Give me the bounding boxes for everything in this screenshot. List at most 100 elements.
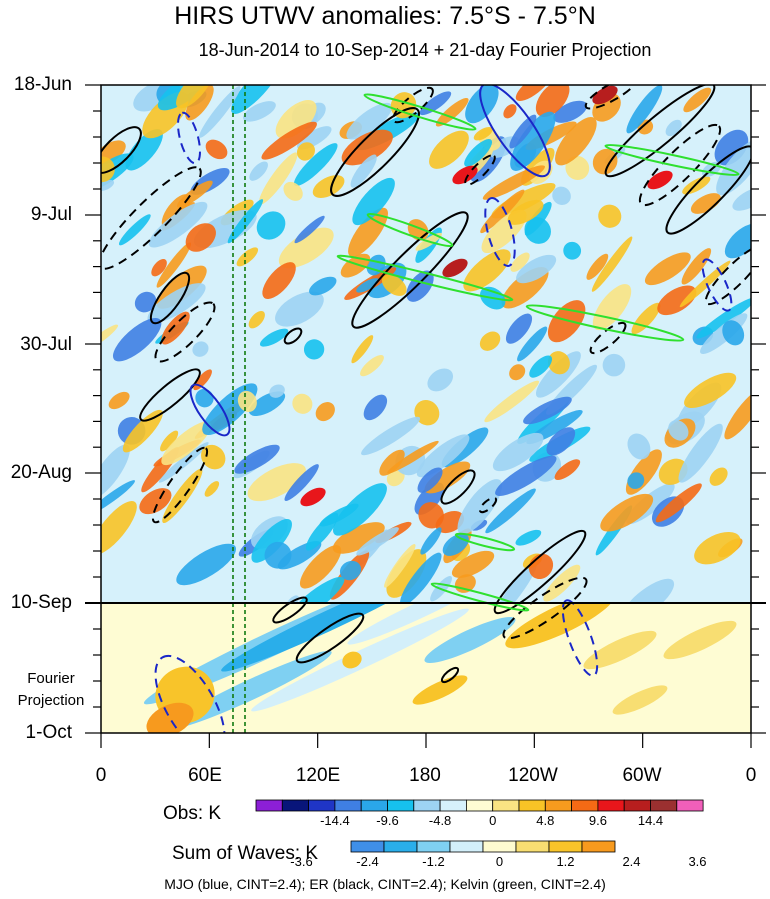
obs-colorbar-swatch bbox=[439, 799, 467, 812]
anomaly-patch bbox=[108, 391, 130, 410]
anomaly-patch bbox=[275, 100, 317, 139]
sum-colorbar-swatch bbox=[416, 840, 451, 853]
y-tick-label: 1-Oct bbox=[25, 722, 72, 743]
er-contour bbox=[272, 596, 308, 624]
sum-colorbar-swatch bbox=[515, 840, 550, 853]
projection-patch bbox=[347, 603, 493, 645]
obs-colorbar-swatch bbox=[308, 799, 336, 812]
anomaly-patch bbox=[312, 175, 345, 198]
anomaly-patch bbox=[626, 85, 663, 134]
sum-colorbar-swatch bbox=[383, 840, 418, 853]
obs-colorbar-swatch bbox=[623, 799, 651, 812]
kelvin-contour bbox=[454, 532, 516, 552]
projection-note-line: Fourier bbox=[27, 670, 75, 687]
anomaly-patch bbox=[151, 258, 167, 277]
anomaly-patch bbox=[420, 527, 442, 555]
anomaly-patch bbox=[278, 227, 334, 269]
projection-patch bbox=[221, 603, 439, 672]
anomaly-patch bbox=[655, 483, 702, 523]
projection-patch bbox=[412, 675, 468, 705]
anomaly-patch bbox=[264, 541, 292, 569]
anomaly-patch bbox=[681, 248, 712, 285]
anomaly-patch bbox=[546, 427, 576, 456]
anomaly-patch bbox=[158, 442, 209, 483]
projection-note: Fourier Projection bbox=[6, 668, 96, 712]
anomaly-patch bbox=[598, 204, 622, 228]
anomaly-patch bbox=[507, 199, 544, 225]
anomaly-patch bbox=[248, 310, 265, 329]
anomaly-patch bbox=[259, 328, 289, 347]
anomaly-patch-strong bbox=[300, 487, 326, 507]
sum-colorbar-tick-label: 2.4 bbox=[622, 854, 640, 869]
x-tick-label: 120E bbox=[295, 765, 341, 786]
anomaly-patch bbox=[406, 270, 434, 302]
anomaly-patch bbox=[493, 562, 537, 603]
anomaly-patch bbox=[118, 214, 151, 246]
er-contour-negative bbox=[101, 166, 202, 270]
projection-patch bbox=[505, 603, 615, 649]
anomaly-patch bbox=[631, 302, 661, 335]
anomaly-patch bbox=[309, 276, 337, 296]
anomaly-patch bbox=[284, 464, 319, 501]
anomaly-patch bbox=[348, 207, 388, 257]
anomaly-patch bbox=[363, 394, 388, 421]
sum-colorbar-label: Sum of Waves: K bbox=[172, 843, 319, 864]
er-contour-negative bbox=[392, 86, 434, 124]
sum-colorbar-swatch bbox=[581, 840, 616, 853]
anomaly-patch bbox=[205, 139, 228, 160]
er-contour bbox=[330, 107, 420, 197]
anomaly-patch bbox=[563, 241, 582, 260]
anomaly-patch bbox=[360, 355, 384, 377]
anomaly-patch bbox=[484, 380, 540, 423]
y-tick-label: 30-Jul bbox=[20, 334, 72, 355]
anomaly-patch bbox=[101, 480, 135, 515]
anomaly-patch bbox=[261, 121, 317, 160]
anomaly-patch bbox=[294, 215, 325, 244]
obs-colorbar-swatch bbox=[597, 799, 625, 812]
anomaly-patch bbox=[204, 481, 220, 497]
anomaly-patch bbox=[724, 223, 751, 259]
er-contour-negative bbox=[154, 301, 216, 363]
anomaly-patch bbox=[495, 455, 557, 496]
chart-title: HIRS UTWV anomalies: 7.5°S - 7.5°N bbox=[174, 2, 596, 30]
er-contour bbox=[295, 612, 365, 664]
anomaly-patch bbox=[341, 129, 393, 166]
anomaly-patch bbox=[509, 364, 526, 381]
projection-patch bbox=[146, 702, 194, 733]
anomaly-patch bbox=[515, 85, 551, 102]
er-contour bbox=[283, 327, 303, 345]
obs-colorbar-tick-label: -9.6 bbox=[376, 813, 398, 828]
er-contour bbox=[440, 469, 476, 505]
er-contour-negative bbox=[638, 123, 722, 207]
anomaly-patch bbox=[732, 187, 751, 211]
anomaly-patch bbox=[555, 117, 597, 166]
obs-colorbar-label: Obs: K bbox=[163, 803, 222, 824]
anomaly-patch bbox=[547, 351, 570, 375]
anomaly-patch bbox=[503, 104, 517, 119]
anomaly-patch bbox=[122, 409, 163, 453]
sum-colorbar-tick-label: -2.4 bbox=[356, 854, 378, 869]
anomaly-patch bbox=[724, 388, 751, 440]
kelvin-contour bbox=[366, 212, 454, 248]
anomaly-patch bbox=[644, 252, 691, 286]
anomaly-patch bbox=[176, 543, 237, 586]
anomaly-patch bbox=[379, 449, 405, 476]
anomaly-patch bbox=[627, 472, 645, 489]
er-contour bbox=[149, 271, 191, 325]
sum-colorbar-tick-label: 1.2 bbox=[556, 854, 574, 869]
anomaly-patch bbox=[231, 85, 282, 114]
anomaly-patch bbox=[258, 152, 298, 205]
projection-note-line: Projection bbox=[17, 692, 85, 709]
anomaly-patch bbox=[627, 433, 651, 460]
anomaly-patch bbox=[524, 201, 552, 236]
mjo-contour-negative bbox=[701, 258, 733, 312]
anomaly-patch bbox=[510, 111, 556, 171]
y-tick-label: 10-Sep bbox=[10, 592, 72, 613]
anomaly-patch bbox=[293, 143, 338, 187]
sum-colorbar-swatch bbox=[548, 840, 583, 853]
anomaly-patch bbox=[586, 253, 609, 280]
anomaly-patch bbox=[147, 283, 206, 323]
anomaly-patch bbox=[125, 129, 163, 171]
projection-patch bbox=[663, 620, 737, 660]
anomaly-patch bbox=[451, 550, 495, 578]
